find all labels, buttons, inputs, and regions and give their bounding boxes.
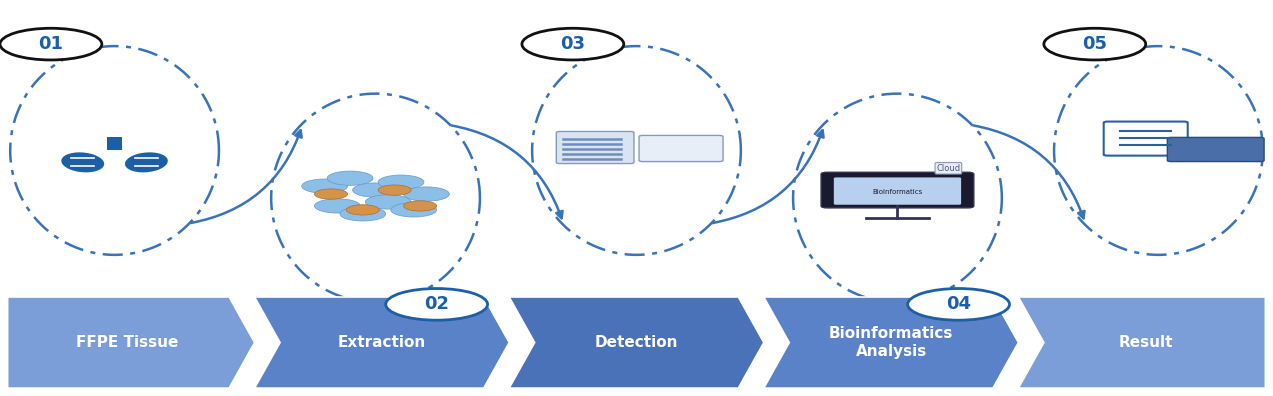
FancyBboxPatch shape (1104, 122, 1188, 156)
Text: 04: 04 (946, 295, 971, 313)
FancyBboxPatch shape (821, 172, 974, 208)
Polygon shape (8, 297, 255, 388)
Circle shape (0, 28, 102, 60)
Text: Extraction: Extraction (337, 335, 426, 350)
Circle shape (522, 28, 624, 60)
Text: Detection: Detection (594, 335, 679, 350)
Circle shape (365, 195, 411, 209)
Text: 05: 05 (1082, 35, 1108, 53)
Circle shape (302, 179, 348, 193)
Ellipse shape (125, 152, 168, 172)
Circle shape (340, 207, 386, 221)
FancyArrowPatch shape (452, 126, 563, 218)
Bar (107, 137, 122, 150)
Circle shape (327, 171, 373, 185)
FancyBboxPatch shape (556, 131, 634, 164)
Circle shape (378, 185, 411, 195)
Polygon shape (509, 297, 764, 388)
Polygon shape (764, 297, 1018, 388)
Text: Bioinformatics: Bioinformatics (872, 189, 923, 195)
Circle shape (314, 199, 360, 213)
Circle shape (386, 289, 488, 320)
Text: Bioinformatics
Analysis: Bioinformatics Analysis (829, 326, 953, 359)
Text: 02: 02 (424, 295, 449, 313)
Ellipse shape (61, 152, 104, 172)
Circle shape (391, 203, 437, 217)
Text: Result: Result (1119, 335, 1172, 350)
Text: 03: 03 (560, 35, 586, 53)
FancyArrowPatch shape (974, 126, 1085, 218)
FancyArrowPatch shape (191, 130, 302, 223)
Circle shape (378, 175, 424, 189)
Text: Cloud: Cloud (937, 164, 960, 173)
Circle shape (1044, 28, 1146, 60)
Circle shape (908, 289, 1009, 320)
FancyBboxPatch shape (639, 135, 723, 162)
Circle shape (346, 205, 379, 215)
FancyArrowPatch shape (713, 130, 824, 223)
Circle shape (314, 189, 348, 199)
Circle shape (404, 187, 449, 201)
Circle shape (353, 183, 398, 197)
Polygon shape (255, 297, 509, 388)
FancyBboxPatch shape (834, 177, 961, 205)
Text: 01: 01 (38, 35, 64, 53)
FancyBboxPatch shape (1167, 137, 1264, 162)
Polygon shape (1018, 297, 1265, 388)
Text: FFPE Tissue: FFPE Tissue (76, 335, 178, 350)
Circle shape (404, 201, 437, 211)
